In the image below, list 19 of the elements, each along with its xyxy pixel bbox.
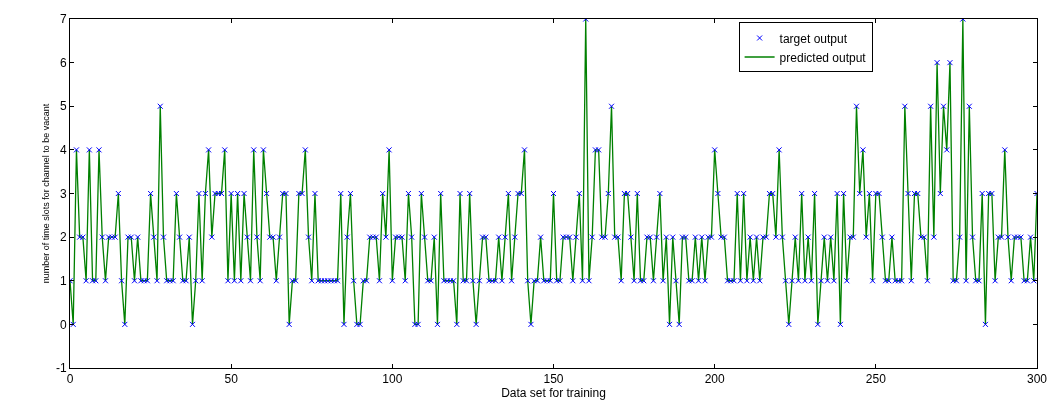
x-axis-title: Data set for training: [501, 386, 606, 401]
x-tick-label: 150: [543, 372, 564, 387]
x-tick-label: 250: [865, 372, 887, 387]
legend-label: predicted output: [779, 50, 867, 65]
y-axis-title: number of time slots for channel to be vacant: [41, 103, 52, 284]
y-tick-label: 1: [59, 273, 67, 288]
y-tick-label: -1: [55, 361, 67, 376]
y-tick-label: 3: [59, 186, 67, 201]
x-tick-label: 50: [224, 372, 239, 387]
y-tick-label: 7: [59, 12, 67, 27]
y-tick-label: 0: [59, 317, 67, 332]
x-tick-label: 200: [704, 372, 725, 387]
y-tick-label: 2: [59, 230, 67, 245]
y-tick-label: 6: [59, 55, 67, 70]
y-tick-label: 5: [59, 99, 67, 114]
x-tick-label: 100: [382, 372, 403, 387]
legend-label: target output: [779, 31, 848, 46]
y-tick-label: 4: [59, 143, 67, 158]
x-tick-label: 300: [1026, 372, 1048, 387]
